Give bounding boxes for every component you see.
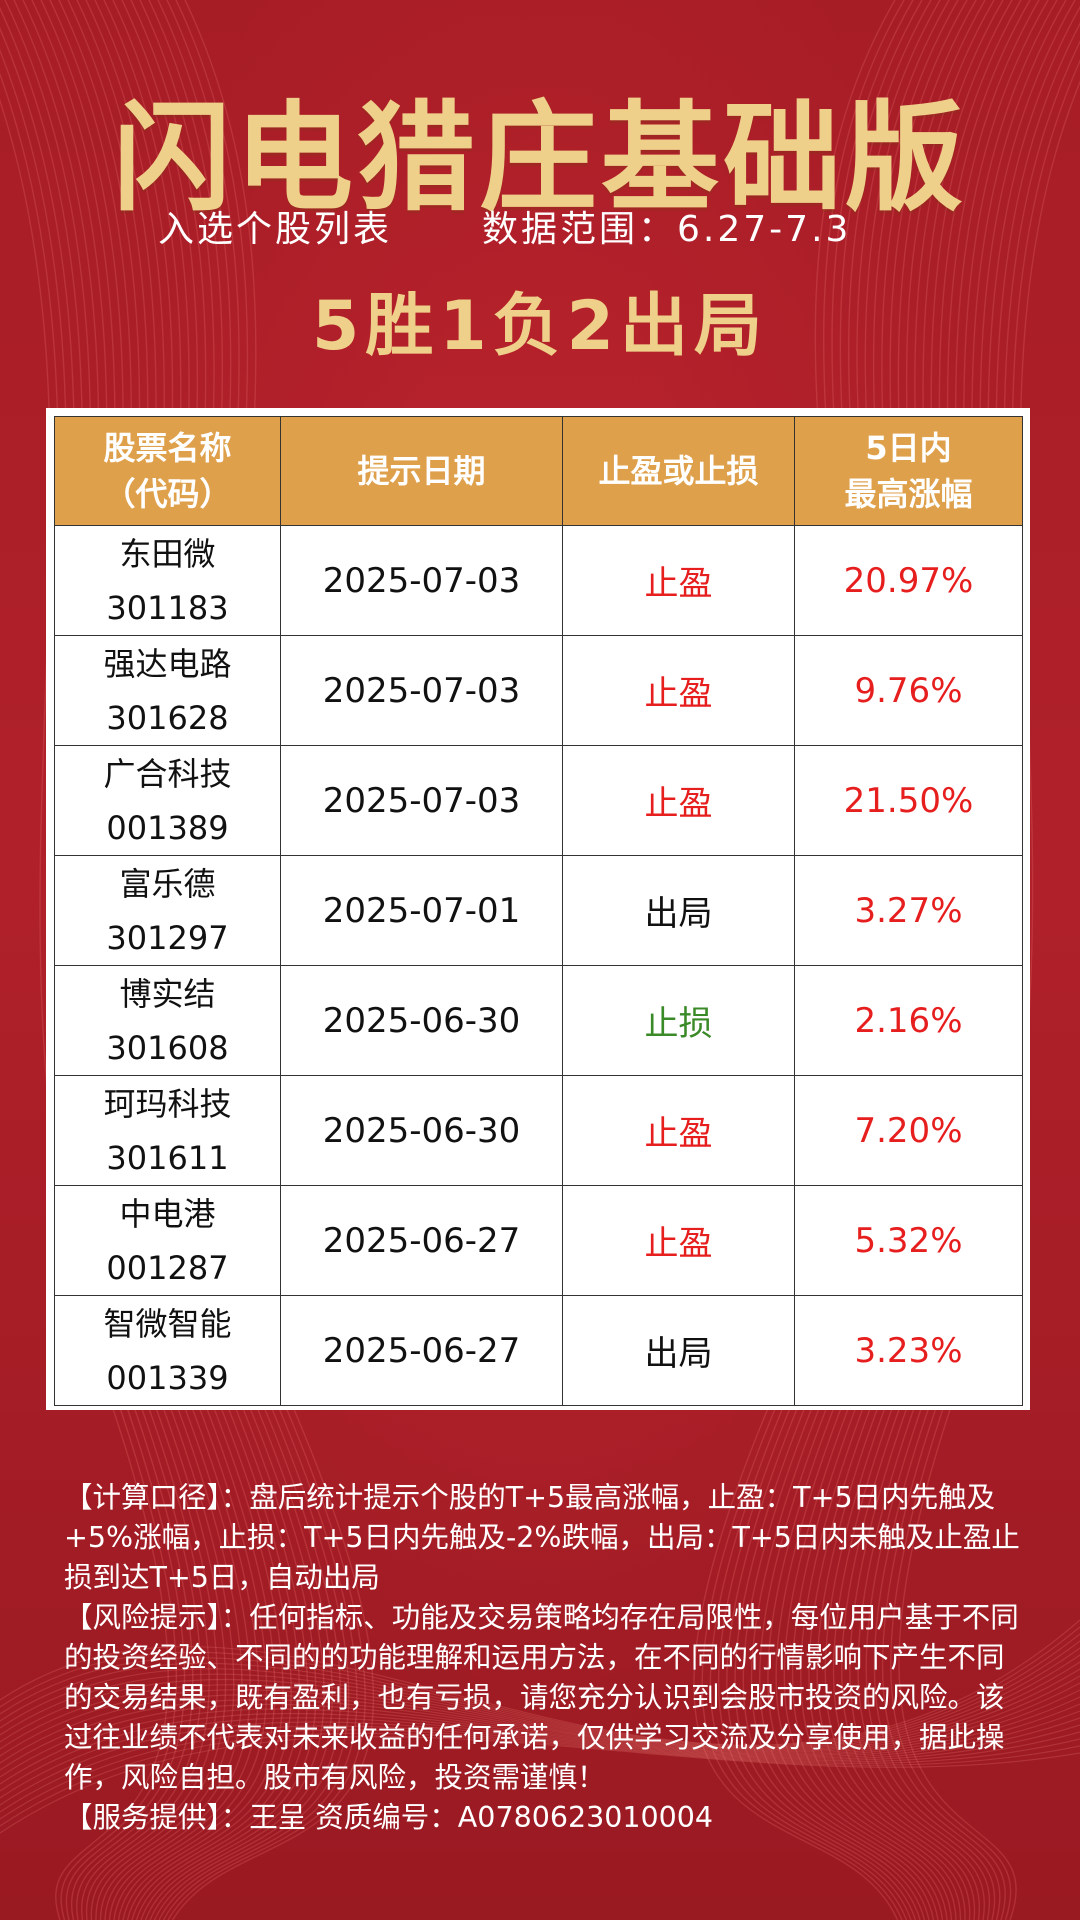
col-header-date: 提示日期: [280, 416, 563, 526]
stock-name: 广合科技: [103, 754, 232, 793]
calc-note: 【计算口径】：盘后统计提示个股的T+5最高涨幅，止盈：T+5日内先触及+5%涨幅…: [64, 1481, 1020, 1594]
stock-code: 001389: [106, 808, 229, 847]
result-summary: 5胜1负2出局: [312, 287, 768, 366]
subtitle-list-label: 入选个股列表: [158, 209, 393, 250]
decorative-line: [0, 1675, 1080, 1757]
max-gain-cell: 9.76%: [794, 635, 1023, 746]
stock-code: 301628: [106, 698, 229, 737]
status-cell: 止盈: [562, 1185, 795, 1296]
decorative-line: [0, 1689, 1080, 1771]
decorative-line: [0, 1721, 1080, 1806]
table-row: 东田微 301183 2025-07-03 止盈 20.97%: [54, 525, 1023, 636]
table-row: 强达电路 301628 2025-07-03 止盈 9.76%: [54, 635, 1023, 746]
status-cell: 止损: [562, 965, 795, 1076]
stock-name: 中电港: [119, 1194, 216, 1233]
decorative-line: [0, 1661, 1080, 1752]
prompt-date: 2025-06-30: [280, 1075, 563, 1186]
stock-name: 强达电路: [103, 644, 232, 683]
stock-table-card: 股票名称 （代码） 提示日期 止盈或止损 5日内 最高涨幅 东田微 301183 2…: [46, 408, 1030, 1410]
decorative-line: [0, 1647, 1080, 1750]
stock-code: 001287: [106, 1248, 229, 1287]
decorative-line: [0, 1703, 1080, 1785]
decorative-line: [0, 1633, 1080, 1748]
stock-code: 301183: [106, 588, 229, 627]
stock-name: 富乐德: [119, 864, 216, 903]
decorative-line: [0, 1640, 1080, 1749]
stock-name-cell: 博实结 301608: [54, 965, 281, 1076]
max-gain-cell: 20.97%: [794, 525, 1023, 636]
subtitle-date-range: 数据范围：6.27-7.3: [482, 209, 852, 250]
decorative-line: [0, 1729, 1080, 1820]
decorative-line: [0, 1619, 1080, 1746]
table-row: 广合科技 001389 2025-07-03 止盈 21.50%: [54, 745, 1023, 856]
table-row: 中电港 001287 2025-06-27 止盈 5.32%: [54, 1185, 1023, 1296]
col-header-name-line1: 股票名称: [103, 429, 232, 467]
table-header-row: 股票名称 （代码） 提示日期 止盈或止损 5日内 最高涨幅: [54, 416, 1023, 526]
decorative-line: [0, 1696, 1080, 1778]
stock-name: 博实结: [119, 974, 216, 1013]
stock-name: 智微智能: [103, 1304, 232, 1343]
stock-code: 001339: [106, 1358, 229, 1397]
decorative-line: [0, 1626, 1080, 1747]
status-cell: 止盈: [562, 745, 795, 856]
stock-name-cell: 珂玛科技 301611: [54, 1075, 281, 1186]
decorative-line: [0, 1668, 1080, 1753]
decorative-line: [0, 1725, 1080, 1813]
table-row: 智微智能 001339 2025-06-27 出局 3.23%: [54, 1295, 1023, 1406]
stock-name-cell: 东田微 301183: [54, 525, 281, 636]
prompt-date: 2025-06-27: [280, 1185, 563, 1296]
col-header-gain: 5日内 最高涨幅: [794, 416, 1023, 526]
decorative-line: [0, 1736, 1080, 1834]
risk-note: 【风险提示】：任何指标、功能及交易策略均存在局限性，每位用户基于不同的投资经验、…: [64, 1601, 1019, 1794]
max-gain-cell: 3.27%: [794, 855, 1023, 966]
col-header-gain-line2: 最高涨幅: [844, 475, 973, 513]
decorative-line: [0, 1654, 1080, 1751]
status-cell: 出局: [562, 855, 795, 966]
status-cell: 止盈: [562, 635, 795, 746]
status-cell: 止盈: [562, 525, 795, 636]
prompt-date: 2025-06-27: [280, 1295, 563, 1406]
stock-name-cell: 强达电路 301628: [54, 635, 281, 746]
decorative-line: [0, 1732, 1080, 1827]
col-header-status-label: 止盈或止损: [598, 452, 759, 490]
status-cell: 止盈: [562, 1075, 795, 1186]
max-gain-cell: 21.50%: [794, 745, 1023, 856]
stock-name: 珂玛科技: [103, 1084, 232, 1123]
decorative-line: [0, 1682, 1080, 1764]
table-row: 博实结 301608 2025-06-30 止损 2.16%: [54, 965, 1023, 1076]
subtitle: 入选个股列表 数据范围：6.27-7.3: [158, 200, 851, 252]
max-gain-cell: 2.16%: [794, 965, 1023, 1076]
prompt-date: 2025-07-03: [280, 745, 563, 856]
col-header-date-label: 提示日期: [357, 452, 486, 490]
prompt-date: 2025-07-01: [280, 855, 563, 966]
stock-name-cell: 富乐德 301297: [54, 855, 281, 966]
stock-name: 东田微: [119, 534, 216, 573]
disclaimer-notes: 【计算口径】：盘后统计提示个股的T+5最高涨幅，止盈：T+5日内先触及+5%涨幅…: [64, 1478, 1024, 1838]
col-header-gain-line1: 5日内: [865, 429, 952, 467]
stock-table: 股票名称 （代码） 提示日期 止盈或止损 5日内 最高涨幅 东田微 301183 2…: [54, 416, 1023, 1406]
decorative-line: [0, 1710, 1080, 1792]
stock-name-cell: 广合科技 001389: [54, 745, 281, 856]
stock-name-cell: 中电港 001287: [54, 1185, 281, 1296]
stock-code: 301608: [106, 1028, 229, 1067]
col-header-status: 止盈或止损: [562, 416, 795, 526]
col-header-name-line2: （代码）: [103, 475, 232, 513]
service-note: 【服务提供】：王呈 资质编号：A0780623010004: [64, 1801, 714, 1834]
max-gain-cell: 3.23%: [794, 1295, 1023, 1406]
prompt-date: 2025-07-03: [280, 525, 563, 636]
table-row: 珂玛科技 301611 2025-06-30 止盈 7.20%: [54, 1075, 1023, 1186]
decorative-line: [0, 1717, 1080, 1799]
status-cell: 出局: [562, 1295, 795, 1406]
page-title: 闪电猎庄基础版: [112, 89, 967, 227]
stock-code: 301297: [106, 918, 229, 957]
max-gain-cell: 7.20%: [794, 1075, 1023, 1186]
table-row: 富乐德 301297 2025-07-01 出局 3.27%: [54, 855, 1023, 966]
stock-name-cell: 智微智能 001339: [54, 1295, 281, 1406]
max-gain-cell: 5.32%: [794, 1185, 1023, 1296]
col-header-name: 股票名称 （代码）: [54, 416, 281, 526]
prompt-date: 2025-07-03: [280, 635, 563, 746]
stock-code: 301611: [106, 1138, 229, 1177]
prompt-date: 2025-06-30: [280, 965, 563, 1076]
